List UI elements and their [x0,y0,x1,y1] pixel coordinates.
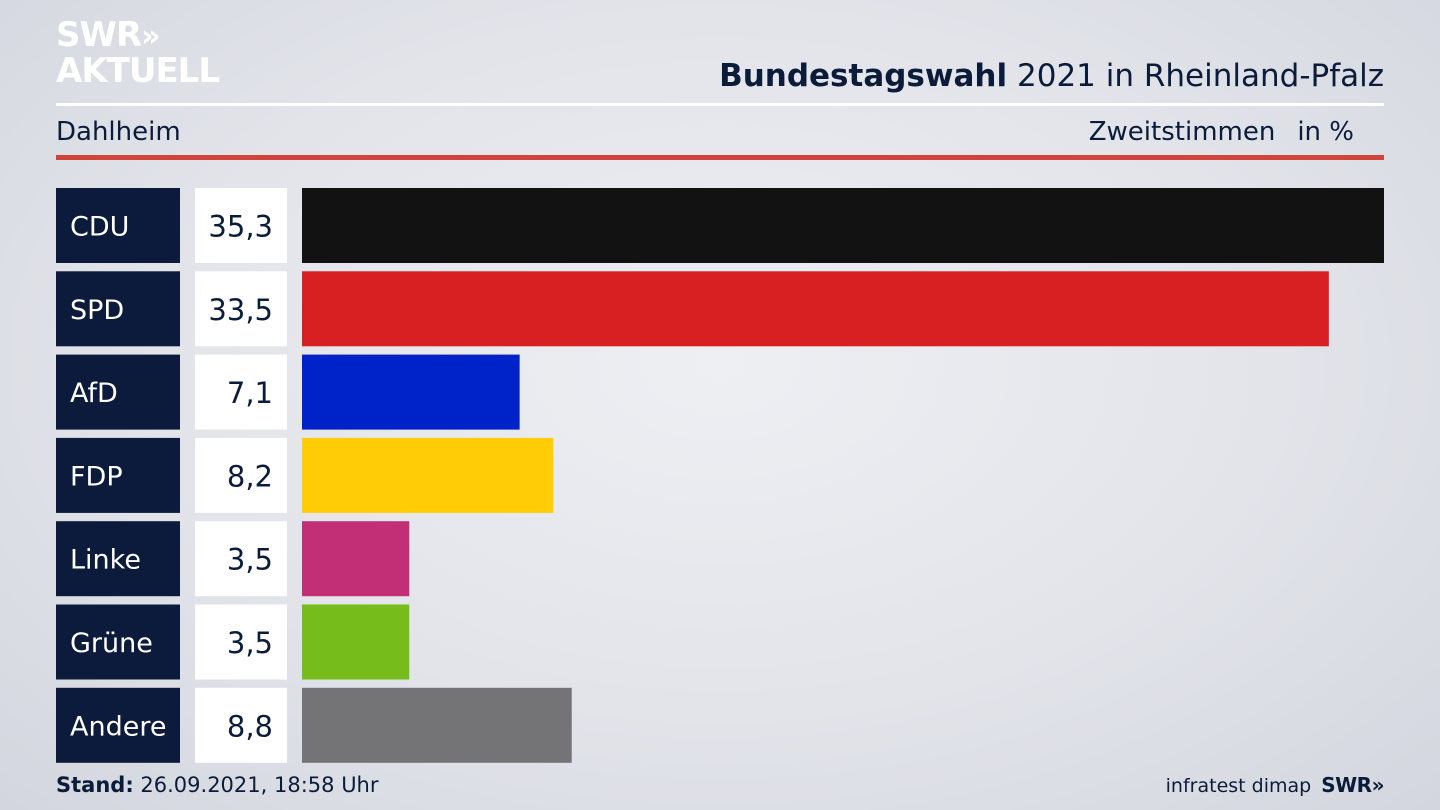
value-label-fdp: 8,2 [227,459,273,493]
value-box-spd [195,271,287,347]
swr-footer-logo: SWR» [1321,773,1384,797]
value-label-linke: 3,5 [227,543,273,577]
bar-afd [302,354,520,430]
source-credit: infratest dimap SWR» [1165,770,1385,801]
value-box-linke [195,521,287,597]
page-title: Bundestagswahl 2021 in Rheinland-Pfalz [719,56,1384,96]
accent-divider [56,155,1384,160]
value-label-grüne: 3,5 [227,626,273,660]
title-region: 2021 in Rheinland-Pfalz [1017,58,1384,94]
bar-cdu [302,188,1384,263]
value-label-cdu: 35,3 [208,210,273,244]
party-label-box-cdu [56,188,180,263]
party-label-linke: Linke [70,545,141,576]
stand-label: Stand: [56,773,134,797]
logo-text-swr: SWR [56,15,142,55]
measure-heading: Zweitstimmen in % [1089,114,1354,150]
party-label-fdp: FDP [70,461,123,492]
unit-label: in % [1297,117,1354,147]
value-label-andere: 8,8 [227,709,273,743]
stand-value: 26.09.2021, 18:58 Uhr [140,773,379,797]
source-label: infratest dimap [1165,775,1312,797]
party-label-box-linke [56,521,180,597]
party-label-box-andere [56,687,180,763]
bar-spd [302,271,1329,347]
title-election: Bundestagswahl [719,58,1008,94]
measure-label: Zweitstimmen [1088,117,1276,147]
party-label-box-grüne [56,604,180,680]
bar-fdp [302,437,554,513]
bar-linke [302,521,410,597]
value-box-andere [195,687,287,763]
logo-text-aktuell: AKTUELL [56,51,220,91]
party-label-box-spd [56,271,180,347]
party-label-box-afd [56,354,180,430]
value-label-spd: 33,5 [208,293,273,327]
party-label-andere: Andere [70,711,166,742]
party-label-afd: AfD [70,378,118,409]
location-label: Dahlheim [56,117,181,147]
value-box-grüne [195,604,287,680]
value-box-afd [195,354,287,430]
party-label-cdu: CDU [70,212,129,243]
header-divider [56,103,1384,106]
bar-andere [302,687,572,763]
value-box-fdp [195,437,287,513]
timestamp: Stand: 26.09.2021, 18:58 Uhr [56,770,379,800]
value-label-afd: 7,1 [227,376,273,410]
party-label-spd: SPD [70,295,124,326]
swr-aktuell-logo: SWR» AKTUELL [56,18,226,90]
value-box-cdu [195,188,287,263]
party-label-box-fdp [56,437,180,513]
bar-grüne [302,604,410,680]
party-label-grüne: Grüne [70,628,153,659]
